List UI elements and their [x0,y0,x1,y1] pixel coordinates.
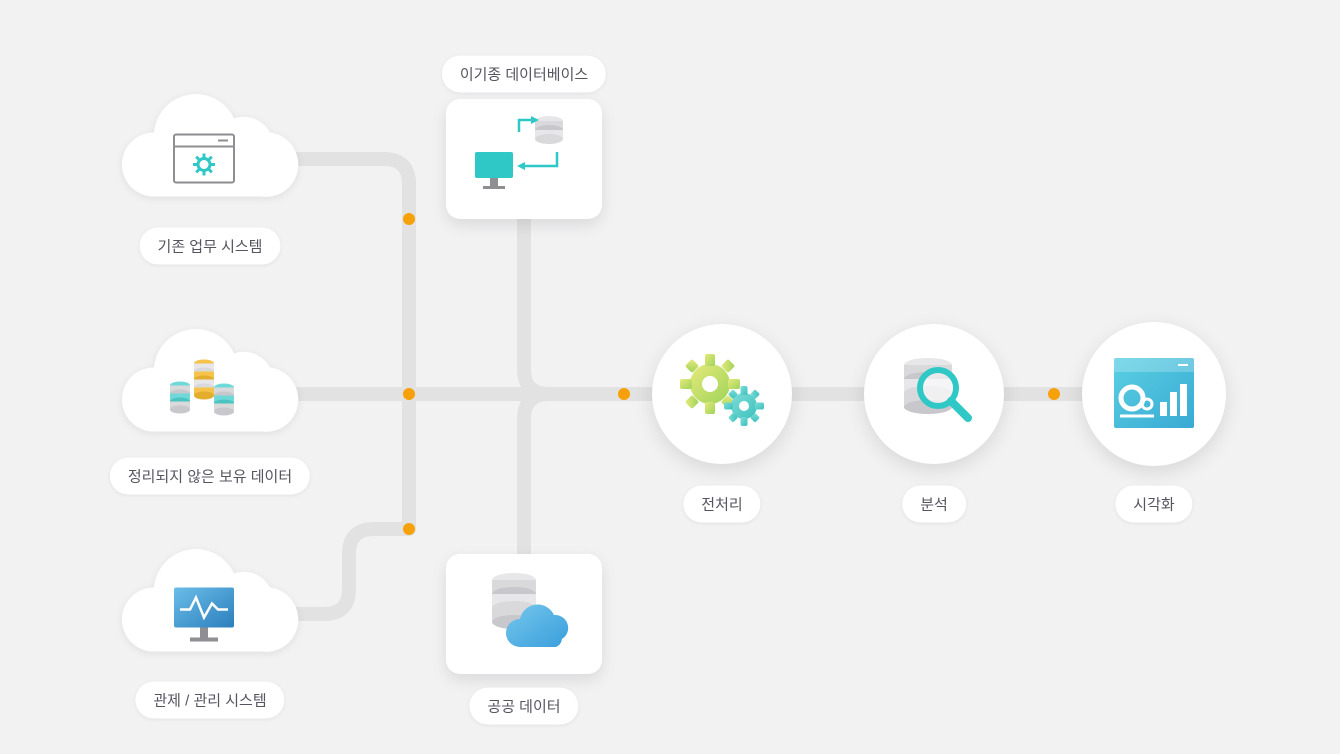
node-preprocessing [652,324,792,464]
junction-dot-3 [403,523,415,535]
cloud-icon [104,322,304,462]
dashboard-chart-icon [1104,344,1204,444]
node-public-data [446,554,602,674]
node-visualization [1082,322,1226,466]
node-existing-system [104,87,304,232]
label-public-data: 공공 데이터 [469,688,578,725]
node-heterogeneous-db [446,99,602,219]
node-control-system [104,542,304,687]
label-analysis: 분석 [902,486,966,523]
junction-dot-5 [1048,388,1060,400]
node-analysis [864,324,1004,464]
node-unorganized-data [104,322,304,467]
junction-dot-1 [403,213,415,225]
db-cloud-icon [474,569,574,659]
label-control-system: 관제 / 관리 시스템 [135,682,284,719]
gears-gradient-icon [672,344,772,444]
label-heterogeneous-db: 이기종 데이터베이스 [442,56,606,93]
label-unorganized-data: 정리되지 않은 보유 데이터 [110,458,310,495]
cloud-icon [104,542,304,682]
diagram-canvas: 기존 업무 시스템 [14,14,1326,740]
db-magnify-icon [884,344,984,444]
label-visualization: 시각화 [1115,486,1192,523]
junction-dot-4 [618,388,630,400]
monitor-db-sync-icon [469,114,579,204]
cloud-icon [104,87,304,227]
label-preprocessing: 전처리 [683,486,760,523]
junction-dot-2 [403,388,415,400]
label-existing-system: 기존 업무 시스템 [140,228,281,265]
